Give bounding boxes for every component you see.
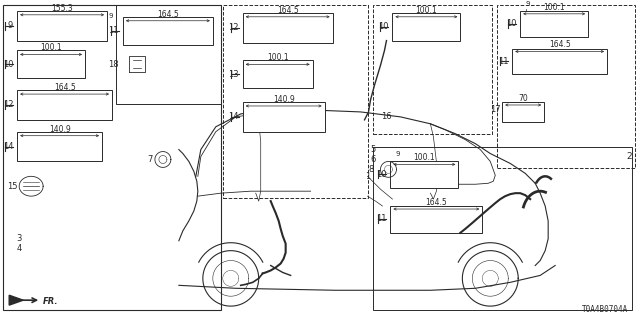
Text: 2: 2 — [627, 152, 632, 161]
Text: 8: 8 — [368, 165, 374, 174]
Text: 164.5: 164.5 — [276, 6, 298, 15]
Bar — [116, 5, 221, 104]
Bar — [512, 49, 607, 74]
Text: 14: 14 — [3, 142, 13, 151]
Bar — [497, 5, 635, 168]
Text: 9: 9 — [109, 13, 113, 19]
Text: 10: 10 — [506, 19, 516, 28]
Text: 11: 11 — [498, 57, 508, 66]
Text: 11: 11 — [108, 26, 119, 35]
Bar — [243, 60, 312, 88]
Text: 10: 10 — [378, 22, 388, 31]
Text: 9: 9 — [396, 151, 400, 157]
Text: 140.9: 140.9 — [49, 125, 70, 134]
Text: 100.1: 100.1 — [40, 44, 62, 52]
Text: 155.3: 155.3 — [51, 4, 73, 13]
Text: 4: 4 — [17, 244, 22, 253]
Bar — [502, 102, 544, 122]
Text: 13: 13 — [228, 70, 239, 79]
Text: FR.: FR. — [43, 297, 59, 306]
Text: 10: 10 — [3, 60, 13, 69]
Text: 164.5: 164.5 — [548, 41, 570, 50]
Text: 9: 9 — [526, 1, 531, 7]
Text: 100.1: 100.1 — [415, 6, 437, 15]
Text: 1: 1 — [365, 172, 371, 181]
Text: 12: 12 — [228, 23, 239, 32]
Text: 18: 18 — [108, 60, 119, 69]
Text: 14: 14 — [228, 112, 239, 121]
Bar — [17, 11, 107, 41]
Bar — [223, 5, 367, 198]
Text: T0A4B0704A: T0A4B0704A — [582, 305, 628, 314]
Text: 9: 9 — [8, 21, 13, 30]
Bar — [390, 162, 458, 188]
Text: 164.5: 164.5 — [157, 10, 179, 19]
Text: 5: 5 — [371, 145, 376, 154]
Bar — [372, 147, 632, 310]
Bar — [520, 11, 588, 36]
Bar — [17, 51, 85, 78]
Bar — [372, 5, 492, 134]
Text: 12: 12 — [3, 100, 13, 109]
Bar — [392, 13, 460, 41]
Bar — [17, 132, 102, 162]
Polygon shape — [9, 295, 23, 305]
Text: 7: 7 — [148, 155, 153, 164]
Bar — [390, 206, 483, 233]
Text: 140.9: 140.9 — [273, 95, 294, 104]
Bar — [3, 5, 221, 310]
Text: 100.1: 100.1 — [267, 53, 289, 62]
Text: 11: 11 — [376, 214, 387, 223]
Text: 3: 3 — [17, 234, 22, 243]
Bar — [243, 13, 333, 43]
Text: 100.1: 100.1 — [543, 3, 565, 12]
Text: 10: 10 — [376, 170, 387, 179]
Text: 164.5: 164.5 — [426, 198, 447, 207]
Bar — [17, 90, 112, 120]
Text: 17: 17 — [490, 105, 500, 115]
Text: 164.5: 164.5 — [54, 83, 76, 92]
Text: 15: 15 — [7, 182, 18, 191]
Text: 100.1: 100.1 — [413, 154, 435, 163]
Bar — [123, 17, 213, 44]
Text: 6: 6 — [371, 155, 376, 164]
Text: 70: 70 — [518, 94, 528, 103]
Bar — [243, 102, 324, 132]
Text: 16: 16 — [381, 112, 392, 121]
